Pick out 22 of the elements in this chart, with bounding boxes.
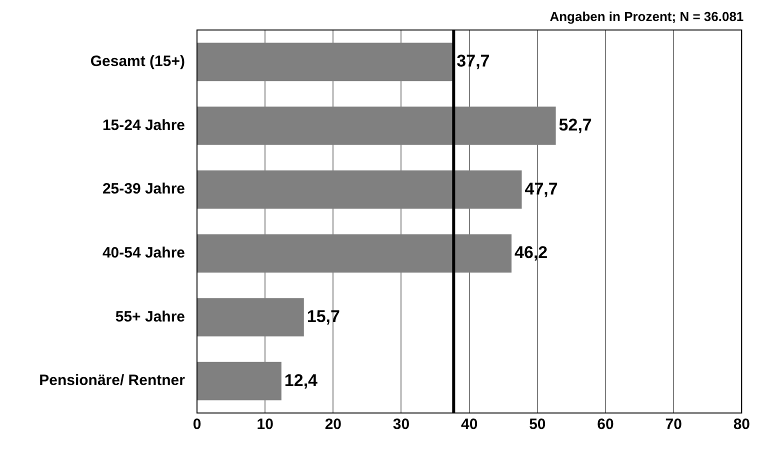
y-tick-label: 25-39 Jahre [102, 180, 185, 198]
data-label: 46,2 [514, 243, 548, 262]
data-label: 12,4 [284, 370, 318, 390]
y-tick-label: 40-54 Jahre [102, 244, 185, 262]
x-tick-label: 40 [460, 416, 478, 434]
x-tick-label: 10 [256, 416, 274, 434]
y-tick-label: 15-24 Jahre [102, 116, 185, 134]
x-tick-label: 0 [192, 416, 202, 434]
x-tick-label: 60 [597, 416, 614, 434]
data-label: 47,7 [524, 179, 558, 198]
x-tick-label: 70 [665, 416, 682, 434]
x-tick-label: 30 [392, 416, 410, 434]
y-tick-label: Gesamt (15+) [90, 53, 185, 70]
data-label: 37,7 [456, 52, 490, 71]
text: Angaben in Prozent; N = 36.081 [550, 9, 744, 24]
x-tick-label: 50 [529, 416, 546, 434]
y-tick-label: 55+ Jahre [115, 308, 185, 326]
x-tick-label: 20 [324, 416, 342, 434]
y-tick-label: Pensionäre/ Rentner [39, 372, 186, 390]
data-label: 15,7 [306, 306, 340, 326]
data-label: 52,7 [558, 115, 592, 134]
x-tick-label: 80 [733, 416, 750, 434]
